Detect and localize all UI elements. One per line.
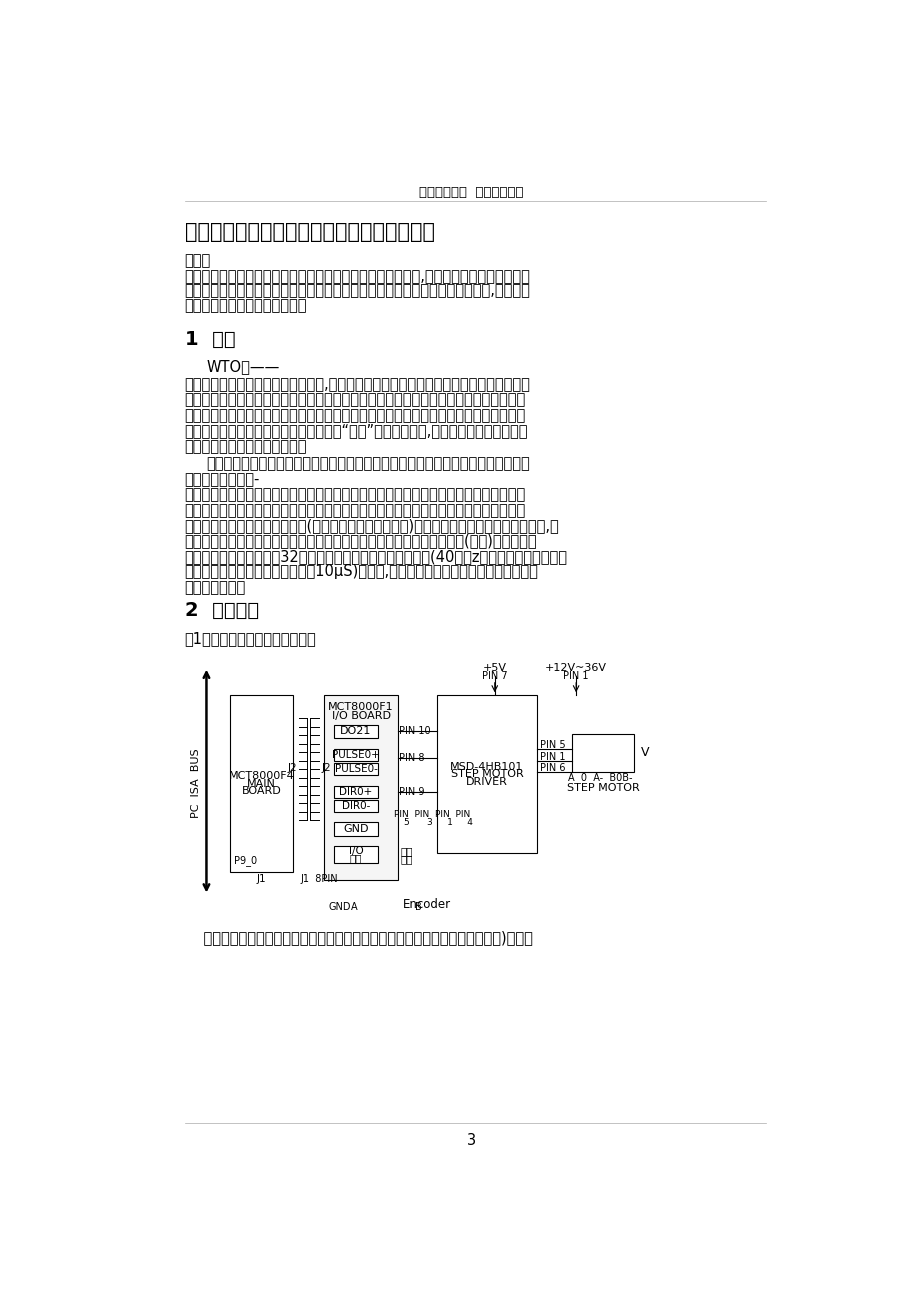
Text: 控机床方面占有一席之地显得十分重要。“十五”规划中也指出,整个机床行业要以提高国: 控机床方面占有一席之地显得十分重要。“十五”规划中也指出,整个机床行业要以提高国 [185, 423, 528, 439]
Text: 摘要：: 摘要： [185, 254, 210, 268]
Text: 主从式数控立式銅床控制系统。该系统充分利用了ＰＣ机技术和ＤＳＰ技术资源,具有高精: 主从式数控立式銅床控制系统。该系统充分利用了ＰＣ机技术和ＤＳＰ技术资源,具有高精 [185, 284, 530, 298]
Text: DO21: DO21 [340, 727, 371, 737]
Text: PIN  PIN  PIN  PIN: PIN PIN PIN PIN [393, 810, 470, 819]
Text: 多控制回路的封闭式并行结构。此类控制器在高速、高精度和多轴同步运动控制等方面存: 多控制回路的封闭式并行结构。此类控制器在高速、高精度和多轴同步运动控制等方面存 [185, 487, 526, 503]
Bar [437, 695, 537, 853]
Text: PULSE0-: PULSE0- [335, 764, 377, 775]
Text: I/O: I/O [348, 846, 363, 855]
Text: 附属: 附属 [400, 846, 413, 855]
Text: MCT8000F4: MCT8000F4 [228, 771, 294, 781]
Bar [334, 846, 378, 863]
Bar [572, 734, 633, 772]
Text: 设备: 设备 [400, 854, 413, 865]
Text: PIN 1: PIN 1 [539, 751, 564, 762]
Text: 2  系统构成: 2 系统构成 [185, 602, 258, 620]
Text: PIN 9: PIN 9 [399, 788, 425, 797]
Text: DRIVER: DRIVER [466, 777, 507, 786]
Text: A  0  A-  B0B-: A 0 A- B0B- [568, 773, 632, 784]
Text: 数控系统是一种典型的多轴实时运动控制系统。传统的机床数控系统采用的是专用的: 数控系统是一种典型的多轴实时运动控制系统。传统的机床数控系统采用的是专用的 [206, 457, 529, 471]
Text: 中国人企盼十多年的梦想终于实现了,这无疑对我国原本相对落后的机械制造业带来了难得: 中国人企盼十多年的梦想终于实现了,这无疑对我国原本相对落后的机械制造业带来了难得 [185, 378, 530, 392]
Text: STEP MOTOR: STEP MOTOR [566, 783, 639, 793]
Text: +12V~36V: +12V~36V [545, 663, 607, 673]
Text: A: A [351, 902, 357, 911]
Bar [334, 786, 378, 798]
Text: PIN 5: PIN 5 [539, 741, 564, 750]
Text: 本文介绍了利用基于ＤＳＰ技术的多轴运动控制器作为下位机,ＰＣ机作为上位机所构成的: 本文介绍了利用基于ＤＳＰ技术的多轴运动控制器作为下位机,ＰＣ机作为上位机所构成的 [185, 268, 530, 284]
Text: 们国家能不能尽快与国际接轨，开发出具有自主知识产权的高精密数控机床，在中高端数: 们国家能不能尽快与国际接轨，开发出具有自主知识产权的高精密数控机床，在中高端数 [185, 408, 526, 423]
Text: DIR0-: DIR0- [342, 801, 369, 811]
Text: STEP MOTOR: STEP MOTOR [450, 769, 523, 779]
Bar [230, 695, 293, 872]
Text: J2: J2 [288, 763, 297, 773]
Text: PIN 6: PIN 6 [539, 763, 564, 773]
Text: PIN 10: PIN 10 [399, 727, 431, 737]
Text: J1  8PIN: J1 8PIN [300, 874, 337, 884]
Text: Encoder: Encoder [402, 898, 450, 911]
Text: 实现立式数控銅床的功能。该控制器可提供２～８轴的高速、高精度伺服(步进)控制，其核: 实现立式数控銅床的功能。该控制器可提供２～８轴的高速、高精度伺服(步进)控制，其… [185, 534, 537, 548]
Text: MSD-4HB101: MSD-4HB101 [449, 762, 523, 772]
Text: J1: J1 [256, 874, 267, 884]
Text: PC  ISA  BUS: PC ISA BUS [191, 749, 201, 818]
Text: BOARD: BOARD [242, 786, 281, 797]
Text: 的机遇和巨大的挑战。作为机械制造业重中之重的数控机床自然首当其冲，未来几年内我: 的机遇和巨大的挑战。作为机械制造业重中之重的数控机床自然首当其冲，未来几年内我 [185, 393, 526, 408]
Bar [334, 749, 378, 762]
Text: 基于ＤＳＰ技术的多轴运动控制器的应用研究: 基于ＤＳＰ技术的多轴运动控制器的应用研究 [185, 221, 435, 242]
Text: 通道: 通道 [349, 853, 362, 863]
Text: 图1为该方案的系统硬件构成图。: 图1为该方案的系统硬件构成图。 [185, 631, 316, 646]
Text: WTO．——: WTO．—— [206, 359, 279, 374]
Text: B: B [414, 902, 421, 911]
Text: 在着难以逾越的技术瓶颈。为此我们采用了深圳摩信科技有限公司基于ＤＳＰ技术的多轴: 在着难以逾越的技术瓶颈。为此我们采用了深圳摩信科技有限公司基于ＤＳＰ技术的多轴 [185, 503, 526, 518]
Bar [334, 799, 378, 812]
Text: GND: GND [343, 824, 369, 835]
Text: PULSE0+: PULSE0+ [332, 750, 380, 760]
Text: PIN 8: PIN 8 [399, 754, 425, 763]
Bar [334, 823, 378, 836]
Text: 3: 3 [467, 1133, 475, 1147]
Text: 度、高速度、高性价比的特性。: 度、高速度、高性价比的特性。 [185, 298, 307, 312]
Text: 利用ＤＳＰ控制器的其中三个步进控制通道控制Ｘ、Ｙ、Ｚ轴（刀具上下位移)三个步: 利用ＤＳＰ控制器的其中三个步进控制通道控制Ｘ、Ｙ、Ｚ轴（刀具上下位移)三个步 [185, 930, 532, 945]
Text: 1  引言: 1 引言 [185, 329, 235, 349]
Text: I/O BOARD: I/O BOARD [331, 711, 391, 721]
Text: 计算机加多单片机-: 计算机加多单片机- [185, 471, 260, 487]
Text: 个人收集整理  勿做商业用途: 个人收集整理 勿做商业用途 [419, 185, 523, 198]
Text: V: V [640, 746, 648, 759]
Text: 运动控制器ＭＣＴ８０００Ｆ４(插在ＰＣ机ＩＳＡ插槽中)配以ＰＣ机组成了主从式数控系统,以: 运动控制器ＭＣＴ８０００Ｆ４(插在ＰＣ机ＩＳＡ插槽中)配以ＰＣ机组成了主从式数控… [185, 518, 559, 533]
Text: 心芯片采用美国ＴＩ公司32位浮点ＤＳＰＴＭＳ３２０Ｃ３１(40ＭＨz）。系统的多轴控制指: 心芯片采用美国ＴＩ公司32位浮点ＤＳＰＴＭＳ３２０Ｃ３１(40ＭＨz）。系统的多… [185, 549, 567, 564]
Text: 5      3     1     4: 5 3 1 4 [403, 818, 472, 827]
Text: MCT8000F1: MCT8000F1 [328, 702, 393, 712]
Text: +5V: +5V [482, 663, 506, 673]
Text: PIN 7: PIN 7 [482, 671, 507, 681]
Bar [334, 724, 378, 738]
Text: 令集合可以在一个中断周期（高达10μS)内完成,从而克服了传统的并行结构在本质上的: 令集合可以在一个中断周期（高达10μS)内完成,从而克服了传统的并行结构在本质上… [185, 564, 538, 579]
Text: GND: GND [328, 902, 350, 911]
Text: J2: J2 [321, 763, 331, 773]
Text: PIN 1: PIN 1 [562, 671, 588, 681]
Bar [334, 763, 378, 775]
Text: 产数控机床市场占有率为目标。: 产数控机床市场占有率为目标。 [185, 439, 307, 454]
Bar [323, 695, 397, 880]
Text: MAIN: MAIN [247, 779, 276, 789]
Text: P9_0: P9_0 [233, 855, 256, 866]
Text: DIR0+: DIR0+ [339, 788, 372, 797]
Text: 同步控制瓶颈。: 同步控制瓶颈。 [185, 579, 245, 595]
